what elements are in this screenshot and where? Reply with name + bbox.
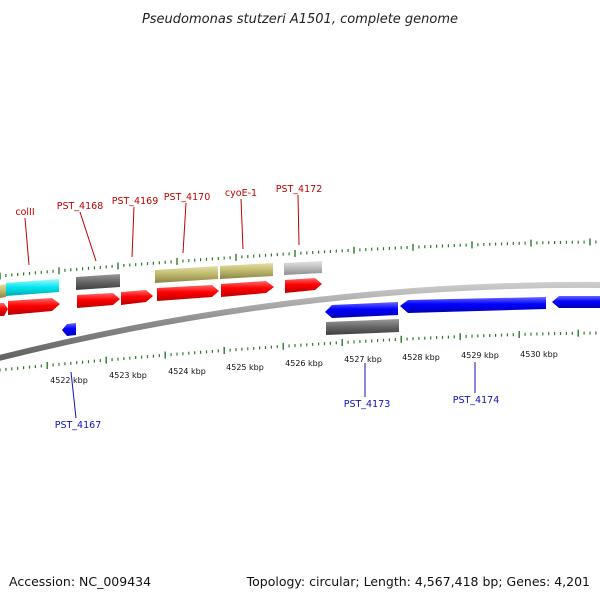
gene-feature-olive-edge[interactable] [0,284,6,298]
accession-text: Accession: NC_009434 [9,574,151,589]
topology-text: Topology: circular; Length: 4,567,418 bp… [246,574,590,589]
leader-colII [24,217,30,266]
gene-label-PST_4167[interactable]: PST_4167 [55,420,102,431]
scale-labels: 4522 kbp 4523 kbp 4524 kbp 4525 kbp 4526… [50,350,558,385]
gene-row-top [0,261,322,298]
leader-PST_4168 [79,211,97,262]
scale-label: 4527 kbp [344,355,382,364]
cds-arrow-reverse[interactable] [400,297,546,313]
cds-arrow[interactable] [0,303,8,316]
gene-label-colII[interactable]: colII [15,207,34,218]
gene-label-PST_4174[interactable]: PST_4174 [453,395,500,406]
gene-label-PST_4168[interactable]: PST_4168 [57,201,104,212]
scale-label: 4523 kbp [109,371,147,380]
leader-PST_4167 [70,371,77,419]
gene-label-cyoE-1[interactable]: cyoE-1 [225,188,257,199]
gene-labels-bottom: PST_4167 PST_4173 PST_4174 [55,395,500,431]
cds-forward-row [0,278,322,316]
gene-label-PST_4169[interactable]: PST_4169 [112,196,159,207]
gene-feature-PST_4172[interactable] [284,261,322,275]
map-title: Pseudomonas stutzeri A1501, complete gen… [142,12,458,27]
scale-label: 4522 kbp [50,376,88,385]
leader-PST_4169 [131,206,135,258]
tick-ring-top [0,238,597,280]
scale-label: 4529 kbp [461,351,499,360]
cds-arrow-reverse[interactable] [62,323,76,336]
gene-labels-top: colII PST_4168 PST_4169 PST_4170 cyoE-1 … [15,184,322,218]
cds-reverse-row [62,296,600,336]
tick-ring-bottom [0,329,597,372]
gene-label-PST_4172[interactable]: PST_4172 [276,184,323,195]
cds-arrow[interactable] [77,293,120,308]
genome-backbone [0,281,600,361]
scale-label: 4525 kbp [226,363,264,372]
leader-PST_4172 [297,194,300,246]
gene-label-PST_4173[interactable]: PST_4173 [344,399,391,410]
cds-arrow[interactable] [121,290,153,305]
cds-arrow-reverse[interactable] [552,296,600,308]
gene-feature-PST_4168[interactable] [76,274,120,290]
cds-arrow[interactable] [221,281,274,297]
label-leaders [24,194,476,419]
scale-label: 4524 kbp [168,367,206,376]
gene-feature-PST_4173[interactable] [326,319,399,335]
gene-label-PST_4170[interactable]: PST_4170 [164,192,211,203]
gene-feature-cyoE-1[interactable] [220,263,273,279]
scale-label: 4530 kbp [520,350,558,359]
gene-feature-PST_4170[interactable] [155,266,218,283]
cds-arrow[interactable] [157,285,219,301]
cds-arrow[interactable] [8,298,60,315]
cds-arrow[interactable] [285,278,322,293]
leader-PST_4170 [182,202,187,254]
gene-feature-colII[interactable] [6,279,59,296]
leader-cyoE-1 [240,198,244,250]
scale-label: 4526 kbp [285,359,323,368]
cds-arrow-reverse[interactable] [325,302,398,318]
scale-label: 4528 kbp [402,353,440,362]
